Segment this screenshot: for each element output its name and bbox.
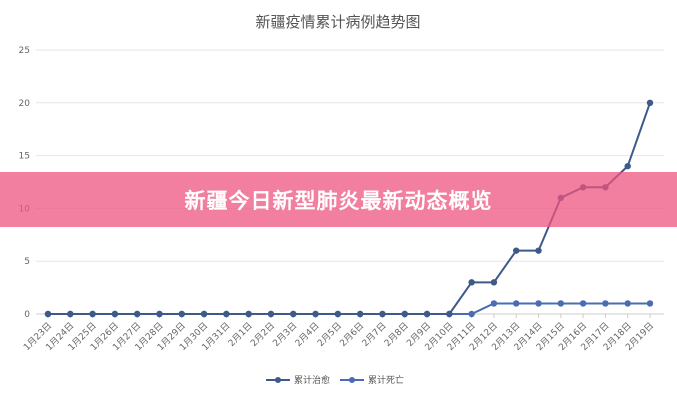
data-point[interactable] [267, 310, 275, 318]
data-point[interactable] [156, 310, 163, 318]
data-point[interactable] [290, 310, 297, 318]
data-point[interactable] [468, 279, 475, 286]
data-point[interactable] [646, 99, 654, 107]
data-point[interactable] [646, 300, 654, 307]
data-point[interactable] [334, 310, 342, 318]
chart-title: 新疆疫情累计病例趋势图 [255, 13, 420, 31]
data-point[interactable] [223, 310, 230, 318]
data-point[interactable] [200, 310, 208, 318]
y-tick-label: 15 [19, 152, 30, 162]
legend-label-cured: 累计治愈 [294, 374, 330, 386]
x-axis-ticks: 1月23日1月24日1月25日1月26日1月27日1月28日1月29日1月30日… [21, 314, 656, 353]
data-point[interactable] [423, 310, 431, 318]
legend-marker-deaths [349, 377, 355, 383]
legend-label-deaths: 累计死亡 [368, 374, 404, 386]
data-point[interactable] [89, 310, 96, 318]
x-tick-label: 2月3日 [271, 320, 300, 349]
data-point[interactable] [312, 310, 319, 318]
data-point[interactable] [535, 247, 542, 254]
data-point[interactable] [579, 300, 587, 307]
data-point[interactable] [513, 300, 520, 307]
y-tick-label: 25 [19, 46, 30, 56]
x-tick-label: 2月8日 [382, 320, 411, 349]
data-point[interactable] [178, 310, 185, 318]
legend-item-deaths[interactable]: 累计死亡 [340, 374, 404, 386]
x-tick-label: 2月4日 [293, 320, 322, 349]
data-point[interactable] [490, 300, 498, 307]
data-point[interactable] [67, 310, 74, 318]
data-point[interactable] [401, 310, 408, 318]
data-point[interactable] [133, 310, 141, 318]
x-tick-label: 2月7日 [360, 320, 389, 349]
x-tick-label: 2月2日 [248, 320, 277, 349]
data-point[interactable] [513, 247, 520, 254]
data-point[interactable] [557, 300, 565, 307]
data-point[interactable] [624, 162, 631, 170]
headline-text: 新疆今日新型肺炎最新动态概览 [184, 188, 493, 213]
x-tick-label: 2月1日 [226, 320, 255, 349]
x-tick-label: 2月5日 [315, 320, 344, 349]
y-tick-label: 0 [24, 310, 30, 320]
y-tick-label: 20 [19, 99, 31, 109]
data-point[interactable] [379, 310, 386, 318]
legend-item-cured[interactable]: 累计治愈 [266, 374, 330, 386]
legend-marker-cured [275, 377, 281, 383]
x-tick-label: 2月6日 [338, 320, 367, 349]
legend[interactable]: 累计治愈 累计死亡 [266, 374, 404, 386]
data-point[interactable] [446, 310, 453, 318]
data-point[interactable] [535, 300, 542, 307]
data-point[interactable] [490, 279, 498, 286]
data-point[interactable] [356, 310, 364, 318]
data-point[interactable] [624, 300, 631, 307]
data-point[interactable] [602, 300, 609, 307]
y-tick-label: 5 [24, 257, 30, 267]
data-point[interactable] [111, 310, 119, 318]
data-point[interactable] [468, 310, 475, 318]
data-point[interactable] [245, 310, 252, 318]
data-point[interactable] [44, 310, 52, 318]
headline-banner: 新疆今日新型肺炎最新动态概览 [0, 172, 677, 227]
